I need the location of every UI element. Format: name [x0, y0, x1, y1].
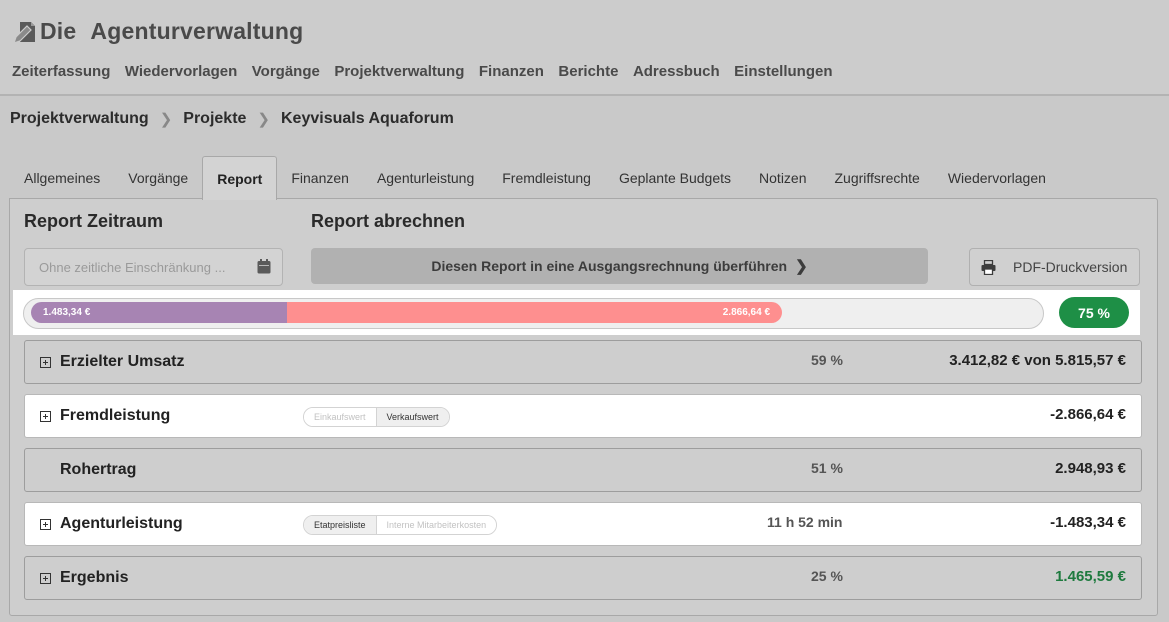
- row-label: Ergebnis: [60, 569, 129, 586]
- cost-mode-toggle: Etatpreisliste Interne Mitarbeiterkosten: [303, 515, 498, 535]
- breadcrumb-projekte[interactable]: Projekte: [183, 110, 247, 127]
- budget-percent-badge: 75 %: [1059, 297, 1129, 328]
- toggle-etatpreisliste[interactable]: Etatpreisliste: [304, 516, 377, 534]
- row-percent: 51 %: [811, 460, 843, 476]
- nav-item-adressbuch[interactable]: Adressbuch: [632, 63, 720, 80]
- toggle-einkaufswert[interactable]: Einkaufswert: [304, 408, 377, 426]
- row-rohertrag: Rohertrag 51 % 2.948,93 €: [24, 448, 1142, 492]
- toggle-interne-mitarbeiterkosten[interactable]: Interne Mitarbeiterkosten: [376, 516, 497, 534]
- breadcrumb-current-project: Keyvisuals Aquaforum: [281, 110, 454, 127]
- printer-icon: [981, 259, 996, 275]
- row-amount: 3.412,82 € von 5.815,57 €: [949, 352, 1126, 369]
- tab-geplante-budgets[interactable]: Geplante Budgets: [618, 169, 732, 186]
- expand-plus-icon[interactable]: [40, 357, 51, 368]
- convert-to-invoice-button[interactable]: Diesen Report in eine Ausgangsrechnung ü…: [311, 248, 928, 284]
- row-amount: 1.465,59 €: [1055, 568, 1126, 585]
- expand-plus-icon[interactable]: [40, 411, 51, 422]
- tab-vorgaenge[interactable]: Vorgänge: [128, 169, 189, 186]
- progress-segment-fremdleistung: 2.866,64 €: [287, 302, 782, 323]
- tab-fremdleistung[interactable]: Fremdleistung: [502, 169, 591, 186]
- row-label: Rohertrag: [60, 461, 137, 478]
- row-time: 11 h 52 min: [767, 514, 843, 530]
- convert-to-invoice-label: Diesen Report in eine Ausgangsrechnung ü…: [431, 258, 788, 274]
- nav-item-vorgaenge[interactable]: Vorgänge: [251, 63, 320, 80]
- tab-allgemeines[interactable]: Allgemeines: [24, 169, 101, 186]
- toggle-verkaufswert[interactable]: Verkaufswert: [376, 408, 449, 426]
- main-nav: Zeiterfassung Wiedervorlagen Vorgänge Pr…: [12, 63, 847, 80]
- tab-report[interactable]: Report: [202, 156, 278, 200]
- expand-plus-icon[interactable]: [40, 519, 51, 530]
- nav-item-zeiterfassung[interactable]: Zeiterfassung: [12, 63, 111, 80]
- nav-item-projektverwaltung[interactable]: Projektverwaltung: [334, 63, 465, 80]
- row-percent: 59 %: [811, 352, 843, 368]
- tab-wiedervorlagen[interactable]: Wiedervorlagen: [947, 169, 1046, 186]
- budget-progress-bar: 1.483,34 € 2.866,64 €: [23, 298, 1044, 329]
- progress-agentur-label: 1.483,34 €: [43, 307, 91, 318]
- row-amount: -1.483,34 €: [1050, 514, 1126, 531]
- tab-finanzen[interactable]: Finanzen: [291, 169, 349, 186]
- row-label: Erzielter Umsatz: [60, 353, 185, 370]
- row-amount: 2.948,93 €: [1055, 460, 1126, 477]
- chevron-right-icon: ❯: [159, 111, 173, 128]
- row-fremdleistung[interactable]: Fremdleistung Einkaufswert Verkaufswert …: [24, 394, 1142, 438]
- nav-item-einstellungen[interactable]: Einstellungen: [734, 63, 833, 80]
- app-logo[interactable]: Die Agenturverwaltung: [12, 18, 303, 45]
- tab-zugriffsrechte[interactable]: Zugriffsrechte: [834, 169, 920, 186]
- report-abrechnen-heading: Report abrechnen: [311, 211, 466, 231]
- tab-notizen[interactable]: Notizen: [759, 169, 807, 186]
- chevron-right-icon: ❯: [795, 258, 808, 275]
- nav-item-wiedervorlagen[interactable]: Wiedervorlagen: [124, 63, 238, 80]
- tab-agenturleistung[interactable]: Agenturleistung: [376, 169, 475, 186]
- progress-segment-agenturleistung: 1.483,34 €: [31, 302, 287, 323]
- top-bar: Die Agenturverwaltung Zeiterfassung Wiede…: [0, 0, 1169, 96]
- row-amount: -2.866,64 €: [1050, 406, 1126, 423]
- project-tabs: Allgemeines Vorgänge Report Finanzen Age…: [10, 156, 1060, 200]
- pdf-print-button[interactable]: PDF-Druckversion: [969, 248, 1140, 286]
- nav-item-berichte[interactable]: Berichte: [558, 63, 619, 80]
- row-label: Fremdleistung: [60, 407, 171, 424]
- expand-plus-icon[interactable]: [40, 573, 51, 584]
- date-range-input[interactable]: [24, 248, 283, 286]
- nav-item-finanzen[interactable]: Finanzen: [478, 63, 544, 80]
- note-pen-icon: [13, 21, 35, 44]
- chevron-right-icon: ❯: [257, 111, 270, 128]
- app-title: Die Agenturverwaltung: [40, 18, 304, 44]
- value-mode-toggle: Einkaufswert Verkaufswert: [303, 407, 450, 427]
- pdf-print-label: PDF-Druckversion: [1013, 259, 1128, 275]
- report-zeitraum-heading: Report Zeitraum: [24, 211, 164, 231]
- row-ergebnis[interactable]: Ergebnis 25 % 1.465,59 €: [24, 556, 1142, 600]
- calendar-icon[interactable]: [257, 259, 271, 274]
- breadcrumb: Projektverwaltung ❯ Projekte ❯ Keyvisual…: [10, 110, 454, 128]
- row-agenturleistung[interactable]: Agenturleistung Etatpreisliste Interne M…: [24, 502, 1142, 546]
- row-label: Agenturleistung: [60, 515, 183, 532]
- progress-fremd-label: 2.866,64 €: [722, 307, 770, 318]
- row-percent: 25 %: [811, 568, 843, 584]
- breadcrumb-projektverwaltung[interactable]: Projektverwaltung: [10, 110, 149, 127]
- row-erzielter-umsatz[interactable]: Erzielter Umsatz 59 % 3.412,82 € von 5.8…: [24, 340, 1142, 384]
- budget-progress-strip: 1.483,34 € 2.866,64 € 75 %: [13, 290, 1140, 335]
